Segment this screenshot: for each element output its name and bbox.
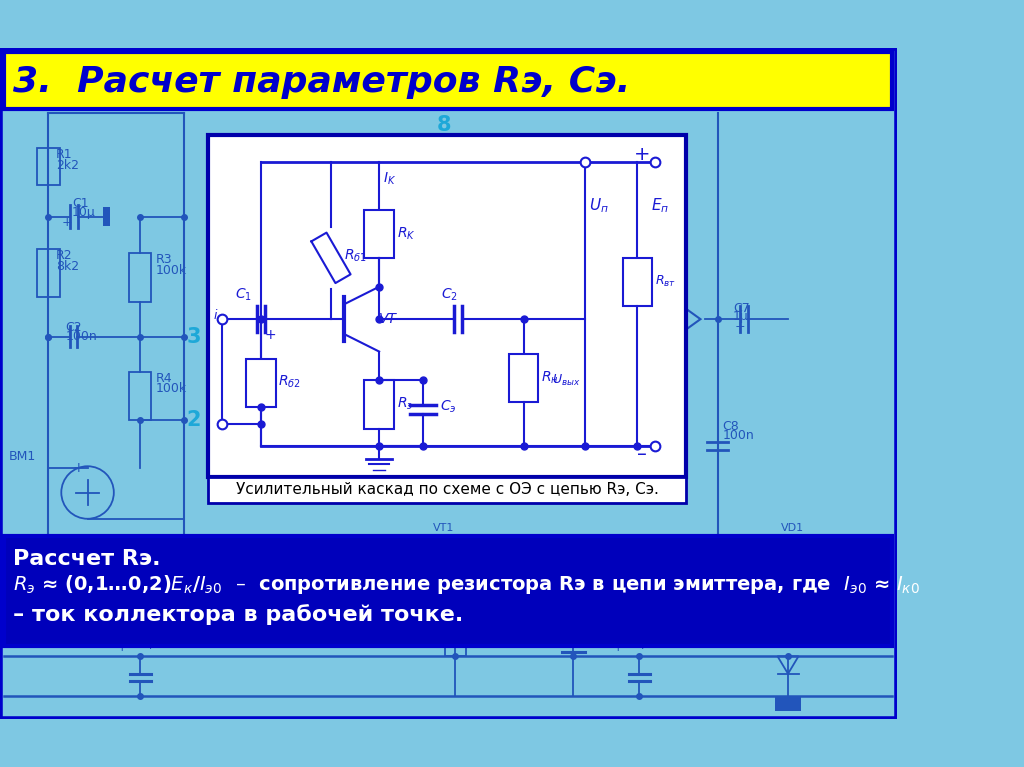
Bar — [103, 207, 111, 226]
Text: $C_1$: $C_1$ — [234, 286, 252, 303]
Text: R2: R2 — [56, 249, 73, 262]
Text: C7: C7 — [733, 301, 750, 314]
Text: 100n: 100n — [66, 330, 97, 343]
Bar — [37, 249, 59, 298]
Bar — [37, 148, 59, 185]
Text: $R_э$: $R_э$ — [396, 396, 413, 413]
Text: C2: C2 — [66, 321, 82, 334]
Bar — [129, 372, 152, 420]
Bar — [623, 258, 652, 306]
Text: $U_п$: $U_п$ — [589, 196, 609, 215]
Text: $R_{вт}$: $R_{вт}$ — [655, 274, 676, 289]
Text: – ток коллектора в рабочей точке.: – ток коллектора в рабочей точке. — [13, 604, 464, 624]
Text: Рассчет Rэ.: Рассчет Rэ. — [13, 548, 161, 568]
Bar — [4, 536, 892, 646]
Text: VD2: VD2 — [783, 637, 807, 647]
Text: R1: R1 — [56, 148, 73, 161]
Text: $R_{б2}$: $R_{б2}$ — [279, 374, 301, 390]
Bar — [365, 380, 394, 429]
Text: 7: 7 — [656, 305, 674, 329]
Text: 10µ: 10µ — [136, 639, 157, 649]
Text: +: + — [613, 641, 624, 654]
Text: –: – — [637, 446, 647, 464]
Text: R3: R3 — [156, 253, 172, 266]
Text: 8: 8 — [436, 115, 452, 135]
Text: ВМ1: ВМ1 — [9, 450, 36, 463]
Bar — [365, 209, 394, 258]
Bar — [209, 135, 686, 477]
Text: 2: 2 — [186, 410, 201, 430]
Text: VD1: VD1 — [781, 522, 804, 532]
Text: +: + — [734, 320, 745, 333]
Text: $R_{б1}$: $R_{б1}$ — [344, 248, 367, 265]
Text: 2k2: 2k2 — [56, 159, 79, 172]
Text: +: + — [117, 641, 127, 654]
Text: +: + — [264, 328, 276, 342]
Bar — [775, 696, 801, 712]
Text: 3: 3 — [186, 327, 201, 347]
Bar — [4, 52, 892, 109]
Text: +: + — [73, 461, 84, 475]
Text: 100k: 100k — [156, 382, 187, 395]
Text: +: + — [61, 216, 72, 229]
Text: $E_п$: $E_п$ — [650, 196, 669, 215]
Text: 22n: 22n — [578, 631, 599, 641]
Text: 100k: 100k — [156, 264, 187, 277]
Text: C8: C8 — [722, 420, 739, 433]
Text: $I_K$: $I_K$ — [384, 171, 396, 187]
Text: 4µ7: 4µ7 — [635, 639, 656, 649]
Text: $C_э$: $C_э$ — [440, 399, 457, 415]
Bar — [444, 621, 466, 657]
Bar — [246, 358, 275, 407]
Bar — [509, 354, 539, 403]
Text: Усилительный каскад по схеме с ОЭ с цепью Rэ, Сэ.: Усилительный каскад по схеме с ОЭ с цепь… — [236, 482, 658, 497]
Text: 10µ: 10µ — [72, 206, 95, 219]
Text: VT: VT — [379, 312, 397, 326]
Text: C1: C1 — [72, 197, 88, 210]
Text: VT1: VT1 — [433, 522, 455, 532]
Text: 100n: 100n — [722, 430, 754, 443]
Text: +: + — [634, 145, 650, 164]
Text: 8k2: 8k2 — [56, 259, 79, 272]
Text: $R_K$: $R_K$ — [396, 225, 416, 242]
Text: $U_{вых}$: $U_{вых}$ — [553, 373, 581, 388]
Text: $C_2$: $C_2$ — [440, 286, 458, 303]
Text: $R_н$: $R_н$ — [541, 370, 559, 386]
Text: $i_{вх}$: $i_{вх}$ — [213, 308, 228, 324]
Text: R4: R4 — [156, 372, 172, 385]
Text: 1µ: 1µ — [733, 311, 749, 324]
Text: 3.  Расчет параметров Rэ, Сэ.: 3. Расчет параметров Rэ, Сэ. — [13, 65, 631, 99]
Bar — [129, 253, 152, 301]
Bar — [209, 477, 686, 503]
Text: $R_э$ ≈ (0,1…0,2)$E_к$/$I_{э0}$  –  сопротивление резистора Rэ в цепи эмиттера, : $R_э$ ≈ (0,1…0,2)$E_к$/$I_{э0}$ – сопрот… — [13, 573, 920, 596]
Text: 10k: 10k — [445, 609, 466, 619]
